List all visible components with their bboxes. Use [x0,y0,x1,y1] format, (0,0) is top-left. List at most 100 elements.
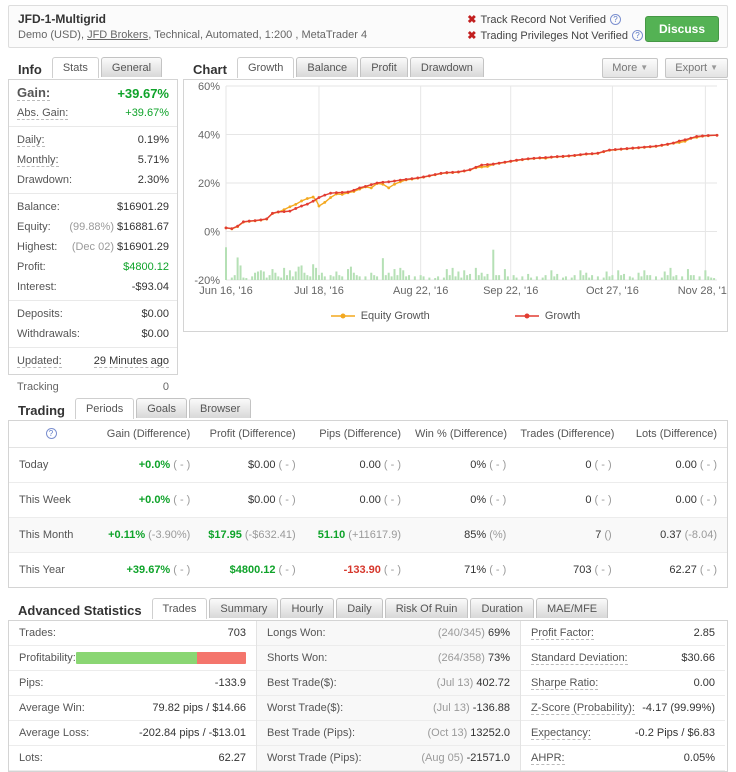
data-point [527,157,530,160]
legend-item-growth[interactable]: Growth [515,310,580,322]
cell-difference: ( - ) [173,564,190,576]
info-row: Profit:$4800.12 [9,257,177,277]
cell-difference: ( - ) [384,564,401,576]
tab-adv-duration[interactable]: Duration [470,598,534,618]
help-icon[interactable]: ? [632,30,643,41]
activity-bar [391,276,393,280]
tab-adv-hourly[interactable]: Hourly [280,598,334,618]
data-point [643,146,646,149]
tab-adv-mae-mfe[interactable]: MAE/MFE [536,598,608,618]
export-button[interactable]: Export▼ [665,58,728,78]
verification-badges: ✖Track Record Not Verified?✖Trading Priv… [467,12,643,44]
info-value-number: 29 Minutes ago [94,355,169,367]
cell-value: 0.00 [359,494,380,506]
stat-value-number: 0.00 [694,677,715,689]
data-point [655,145,658,148]
tab-adv-trades[interactable]: Trades [152,598,208,619]
activity-bar [507,276,509,280]
data-point [393,183,396,186]
svg-text:Jun 16, '16: Jun 16, '16 [199,285,252,297]
period-cell: 7() [516,518,621,553]
stat-value: 79.82 pips / $14.66 [152,702,246,714]
tab-adv-risk-of-ruin[interactable]: Risk Of Ruin [385,598,469,618]
info-label: Withdrawals: [17,328,80,340]
tab-trading-periods[interactable]: Periods [75,398,134,419]
help-icon[interactable]: ? [46,428,57,439]
tab-chart-drawdown[interactable]: Drawdown [410,57,484,77]
activity-bar [332,276,334,280]
activity-bar [356,275,358,280]
broker-link[interactable]: JFD Brokers [87,29,148,41]
period-cell: 0%( - ) [411,483,516,518]
advanced-column: Trades:703Profitability:Pips:-133.9Avera… [9,621,256,771]
stat-row: Shorts Won:(264/358)73% [257,646,520,671]
activity-bar [597,276,599,280]
data-point [259,218,262,221]
stat-value-number: 402.72 [476,677,510,689]
activity-bar [704,270,706,280]
data-point [486,163,489,166]
legend-marker-icon [515,312,539,320]
legend-label: Growth [545,310,580,322]
data-point [254,219,257,222]
data-point [474,166,477,169]
stat-label: Lots: [19,752,43,764]
chart-widget: ChartGrowthBalanceProfitDrawdown More▼ E… [183,57,728,332]
period-cell: $17.95(-$632.41) [200,518,305,553]
svg-text:60%: 60% [198,81,220,93]
info-row: Gain:+39.67% [9,83,177,103]
tab-chart-balance[interactable]: Balance [296,57,358,77]
chevron-down-icon: ▼ [640,63,648,72]
growth-chart[interactable]: 60%40%20%0%-20%Jun 16, '16Jul 18, '16Aug… [184,80,727,305]
tab-info-general[interactable]: General [101,57,162,77]
tab-adv-summary[interactable]: Summary [209,598,278,618]
stat-value-number: -21571.0 [467,752,510,764]
stat-label: Z-Score (Probability): [531,702,635,715]
tab-trading-browser[interactable]: Browser [189,398,251,418]
trading-body: ?Gain (Difference)Profit (Difference)Pip… [8,420,728,588]
legend-item-equity-growth[interactable]: Equity Growth [331,310,430,322]
data-point [248,220,251,223]
activity-bar [675,275,677,280]
stat-value-number: 79.82 pips / $14.66 [152,702,246,714]
more-button[interactable]: More▼ [602,58,658,78]
activity-bar [463,270,465,280]
cell-value: 0 [585,494,591,506]
stat-value-context: (Jul 13) [433,702,470,714]
stat-value: 0.05% [684,752,715,764]
info-value: $0.00 [141,328,169,340]
discuss-button[interactable]: Discuss [645,16,719,42]
stat-value-number: $30.66 [681,652,715,664]
activity-bar [478,275,480,280]
stat-row: Expectancy:-0.2 Pips / $6.83 [521,721,725,746]
stat-label: Average Win: [19,702,85,714]
tab-trading-goals[interactable]: Goals [136,398,187,418]
tab-chart-profit[interactable]: Profit [360,57,408,77]
legend-marker-icon [331,312,355,320]
cell-difference: ( - ) [279,564,296,576]
info-row: Deposits:$0.00 [9,304,177,324]
tab-chart-growth[interactable]: Growth [237,57,294,78]
activity-bar [562,278,564,280]
help-icon[interactable]: ? [610,14,621,25]
tab-info-stats[interactable]: Stats [52,57,99,78]
period-cell: 0%( - ) [411,448,516,483]
data-point [457,170,460,173]
trading-widget: TradingPeriodsGoalsBrowser ?Gain (Differ… [8,398,728,588]
info-widget: InfoStatsGeneral Gain:+39.67%Abs. Gain:+… [8,57,178,399]
activity-bar [330,275,332,280]
period-cell: 85%(%) [411,518,516,553]
stat-row: Average Win: 79.82 pips / $14.66 [9,696,256,721]
profitability-bar-loss [197,652,246,664]
period-cell: 0.37(-8.04) [622,518,727,553]
info-value-number: +39.67% [117,86,169,101]
stat-value-context: (Jul 13) [437,677,474,689]
activity-bar [646,275,648,280]
tab-adv-daily[interactable]: Daily [336,598,382,618]
column-header: Lots (Difference) [622,421,727,448]
cell-difference: ( - ) [489,459,506,471]
stat-label: Profit Factor: [531,627,594,640]
verification-text: Track Record Not Verified [480,14,606,26]
cell-difference: ( - ) [489,494,506,506]
data-point [318,196,321,199]
